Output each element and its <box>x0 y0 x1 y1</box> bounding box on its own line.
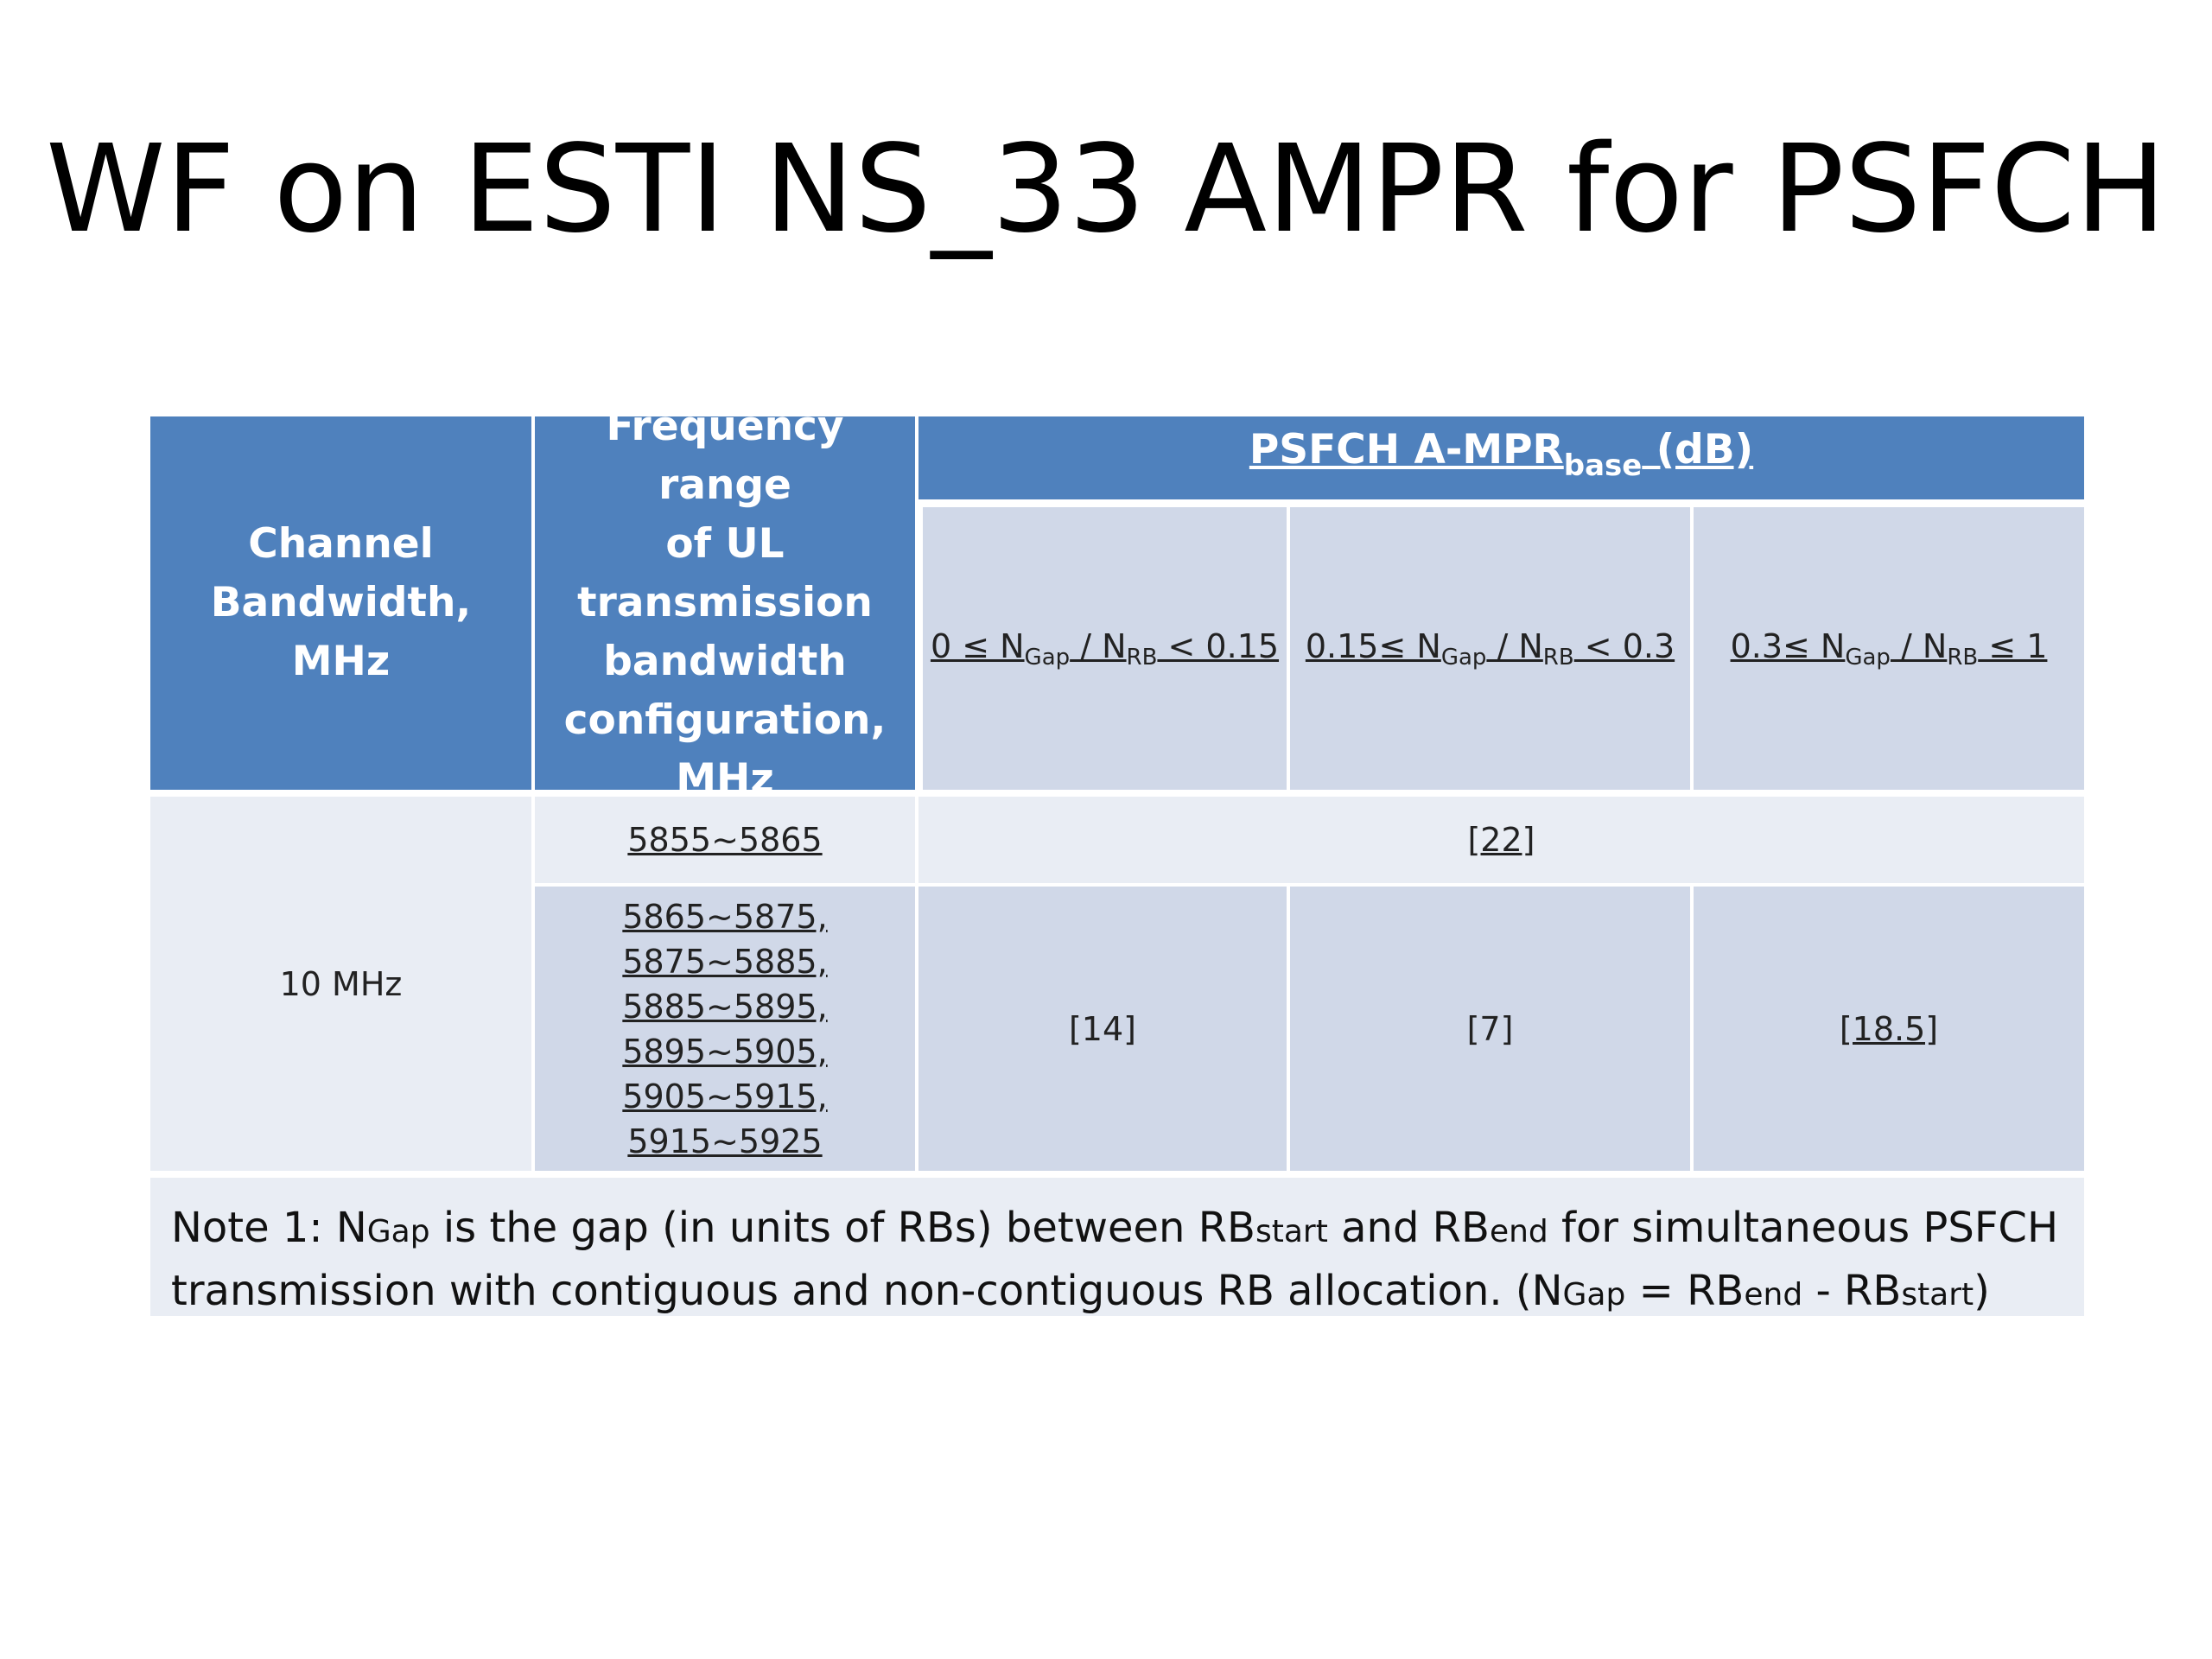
ratio-header-col-1-text: 0 ≤ NGap / NRB < 0.15 <box>931 627 1279 671</box>
row2-frequencies: 5865~5875, 5875~5885, 5885~5895, 5895~59… <box>535 887 915 1171</box>
row1-value-text: [22] <box>1467 821 1535 859</box>
header-channel-bandwidth-line-1: Channel <box>248 520 434 568</box>
header-frequency-range-line-1: Frequency range <box>606 403 844 509</box>
row2-value-col-1: [14] <box>918 887 1287 1171</box>
header-frequency-range-line-4: bandwidth <box>603 638 847 685</box>
header-psfch-ampr-text: PSFCH A-MPRbase (dB) <box>1249 421 1753 495</box>
note-part-7: ) <box>1974 1267 1990 1315</box>
header-psfch-ampr-unit: (dB) <box>1642 426 1754 474</box>
row1-frequency-text: 5855~5865 <box>627 821 823 859</box>
header-channel-bandwidth-line-2: Bandwidth, <box>210 579 472 626</box>
note-part-3: and RB <box>1327 1204 1490 1252</box>
table-note: Note 1: NGap is the gap (in units of RBs… <box>150 1178 2084 1316</box>
ratio-1-prefix: 0 ≤ N <box>930 626 1025 665</box>
note-part-1: Note 1: N <box>171 1204 367 1252</box>
header-frequency-range: Frequency range of UL transmission bandw… <box>535 403 915 803</box>
row2-frequency-5: 5905~5915, <box>622 1077 828 1116</box>
header-channel-bandwidth-line-3: MHz <box>291 638 391 685</box>
row2-frequency-2: 5875~5885, <box>622 942 828 981</box>
note-sub-1: Gap <box>366 1214 430 1249</box>
header-psfch-ampr: PSFCH A-MPRbase (dB) <box>918 416 2084 499</box>
ratio-3-rb: RB <box>1947 644 1979 671</box>
note-sub-6: start <box>1901 1277 1974 1313</box>
row1-frequency: 5855~5865 <box>535 797 915 883</box>
header-frequency-range-line-6: MHz <box>676 755 774 803</box>
ratio-1-mid: / N <box>1070 626 1127 665</box>
note-sub-5: end <box>1744 1277 1803 1313</box>
ratio-2-rb: RB <box>1542 644 1574 671</box>
note-sub-4: Gap <box>1562 1277 1626 1313</box>
ratio-header-col-3-text: 0.3≤ NGap / NRB ≤ 1 <box>1731 627 2048 671</box>
header-psfch-ampr-sub: base <box>1563 448 1643 483</box>
ratio-header-col-3: 0.3≤ NGap / NRB ≤ 1 <box>1694 507 2084 790</box>
note-part-6: - RB <box>1802 1267 1902 1315</box>
row2-frequency-4: 5895~5905, <box>622 1032 828 1071</box>
ratio-2-prefix: 0.15≤ N <box>1305 626 1441 665</box>
ratio-3-gap: Gap <box>1845 644 1891 671</box>
note-part-2: is the gap (in units of RBs) between RB <box>429 1204 1255 1252</box>
ratio-1-rb: RB <box>1126 644 1158 671</box>
row2-value-col-1-text: [14] <box>1068 1009 1136 1048</box>
header-psfch-ampr-main: PSFCH A-MPR <box>1249 426 1564 474</box>
ratio-2-gap: Gap <box>1440 644 1487 671</box>
note-part-4: for simultaneous PSFCH transmission with… <box>171 1204 2059 1315</box>
header-frequency-range-line-2: of UL <box>665 520 785 568</box>
row2-value-col-2: [7] <box>1290 887 1690 1171</box>
header-channel-bandwidth: Channel Bandwidth, MHz <box>150 416 531 790</box>
ratio-3-prefix: 0.3≤ N <box>1730 626 1846 665</box>
header-frequency-range-line-5: configuration, <box>563 696 887 744</box>
note-sub-2: start <box>1255 1214 1328 1249</box>
ratio-1-suffix: < 0.15 <box>1157 626 1280 665</box>
header-frequency-range-line-3: transmission <box>577 579 873 626</box>
ratio-header-col-1: 0 ≤ NGap / NRB < 0.15 <box>923 507 1287 790</box>
row2-value-col-2-text: [7] <box>1466 1009 1514 1048</box>
ratio-1-gap: Gap <box>1024 644 1071 671</box>
slide-title: WF on ESTI NS_33 AMPR for PSFCH <box>46 119 2166 260</box>
note-part-5: = RB <box>1625 1267 1745 1315</box>
row2-frequency-1: 5865~5875, <box>622 897 828 936</box>
row2-frequency-6: 5915~5925 <box>627 1122 823 1160</box>
row2-value-col-3-text: [18.5] <box>1839 1009 1939 1048</box>
ratio-3-suffix: ≤ 1 <box>1978 626 2048 665</box>
ratio-3-mid: / N <box>1890 626 1948 665</box>
channel-bandwidth-value: 10 MHz <box>150 797 531 1171</box>
ratio-header-col-2-text: 0.15≤ NGap / NRB < 0.3 <box>1306 627 1675 671</box>
ratio-2-suffix: < 0.3 <box>1573 626 1675 665</box>
note-sub-3: end <box>1489 1214 1548 1249</box>
row1-value: [22] <box>918 797 2084 883</box>
row2-frequency-3: 5885~5895, <box>622 987 828 1026</box>
channel-bandwidth-value-text: 10 MHz <box>279 964 403 1003</box>
ratio-header-col-2: 0.15≤ NGap / NRB < 0.3 <box>1290 507 1690 790</box>
row2-value-col-3: [18.5] <box>1694 887 2084 1171</box>
ratio-2-mid: / N <box>1486 626 1543 665</box>
